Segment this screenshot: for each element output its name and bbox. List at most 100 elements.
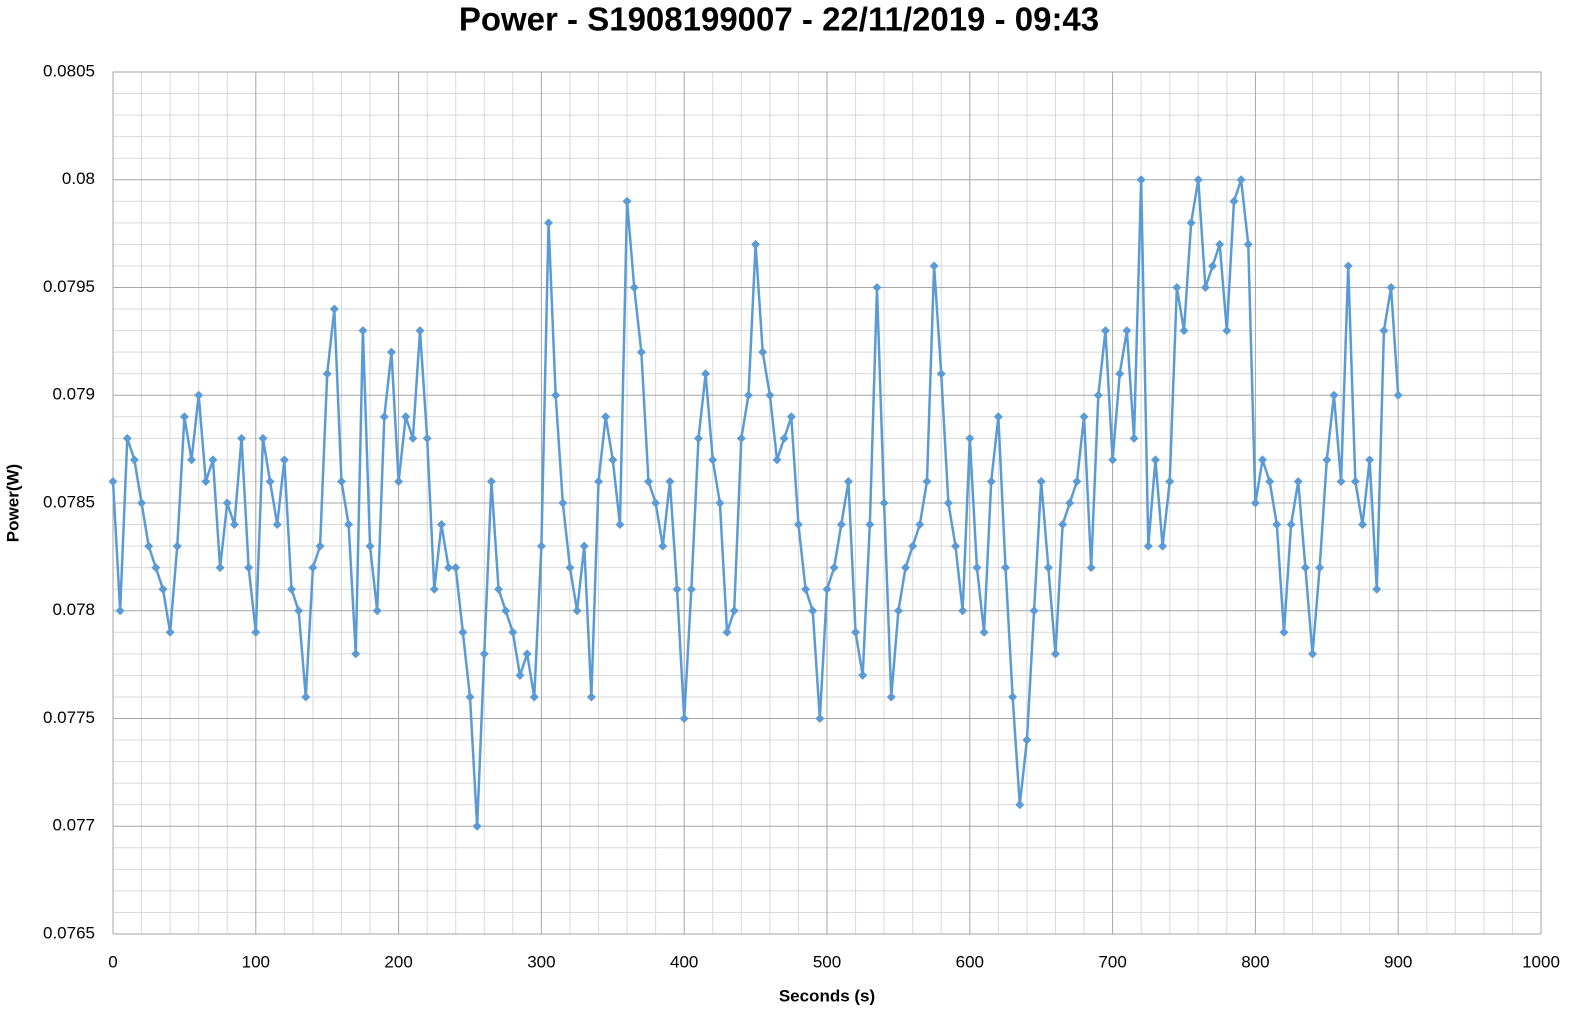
y-tick-label: 0.0785 xyxy=(43,492,95,511)
data-point xyxy=(351,649,361,659)
data-point xyxy=(736,433,746,443)
data-point xyxy=(779,433,789,443)
data-point xyxy=(979,627,989,637)
data-point xyxy=(429,584,439,594)
data-point xyxy=(1372,584,1382,594)
data-point xyxy=(693,433,703,443)
data-point xyxy=(1129,433,1139,443)
data-point xyxy=(401,412,411,422)
data-point xyxy=(1329,390,1339,400)
x-tick-label: 100 xyxy=(242,952,270,971)
data-point xyxy=(151,563,161,573)
x-tick-label: 0 xyxy=(108,952,117,971)
data-point xyxy=(772,455,782,465)
data-point xyxy=(508,627,518,637)
data-point xyxy=(843,476,853,486)
data-point xyxy=(558,498,568,508)
data-point xyxy=(1143,541,1153,551)
data-point xyxy=(1015,800,1025,810)
x-tick-label: 400 xyxy=(670,952,698,971)
data-point xyxy=(494,584,504,594)
x-tick-label: 500 xyxy=(813,952,841,971)
data-point xyxy=(836,520,846,530)
data-point xyxy=(287,584,296,594)
data-point xyxy=(1165,476,1175,486)
data-point xyxy=(1365,455,1375,465)
data-point xyxy=(1079,412,1089,422)
data-point xyxy=(1001,563,1010,573)
data-point xyxy=(851,627,861,637)
data-point xyxy=(929,261,939,271)
data-point xyxy=(258,433,268,443)
data-point xyxy=(943,498,953,508)
data-point xyxy=(1350,476,1360,486)
data-point xyxy=(751,239,761,249)
data-point xyxy=(1379,326,1389,336)
data-point xyxy=(194,390,204,400)
data-point xyxy=(686,584,696,594)
data-point xyxy=(786,412,796,422)
data-point xyxy=(394,476,404,486)
data-point xyxy=(565,563,575,573)
data-point xyxy=(1186,218,1196,228)
data-point xyxy=(829,563,839,573)
data-point xyxy=(865,520,875,530)
data-point xyxy=(1236,175,1246,185)
data-point xyxy=(572,606,582,616)
data-point xyxy=(336,476,346,486)
data-point xyxy=(122,433,132,443)
data-point xyxy=(201,476,211,486)
x-tick-label: 600 xyxy=(956,952,984,971)
data-point xyxy=(301,692,311,702)
data-point xyxy=(1322,455,1332,465)
y-tick-label: 0.0805 xyxy=(43,61,95,80)
data-point xyxy=(908,541,918,551)
data-point xyxy=(1093,390,1103,400)
data-point xyxy=(965,433,975,443)
data-point xyxy=(229,520,239,530)
data-point xyxy=(922,476,932,486)
data-point xyxy=(1193,175,1203,185)
data-point xyxy=(608,455,618,465)
data-point xyxy=(1200,283,1210,292)
data-point xyxy=(1343,261,1353,271)
chart-title: Power - S1908199007 - 22/11/2019 - 09:43 xyxy=(459,1,1099,38)
x-tick-label: 900 xyxy=(1384,952,1412,971)
data-point xyxy=(893,606,903,616)
data-point xyxy=(315,541,325,551)
y-tick-label: 0.0775 xyxy=(43,708,95,727)
data-point xyxy=(1265,476,1275,486)
data-point xyxy=(672,584,682,594)
data-point xyxy=(872,283,882,292)
data-point xyxy=(436,520,446,530)
data-point xyxy=(879,498,889,508)
data-point xyxy=(679,714,689,723)
data-point xyxy=(108,476,118,486)
data-point xyxy=(251,627,261,637)
data-point xyxy=(629,283,639,292)
data-point xyxy=(722,627,732,637)
data-point xyxy=(1258,455,1268,465)
data-point xyxy=(972,563,982,573)
data-point xyxy=(1029,606,1039,616)
data-point xyxy=(1108,455,1118,465)
data-point xyxy=(172,541,182,551)
data-point xyxy=(272,520,282,530)
data-point xyxy=(1208,261,1218,271)
data-point xyxy=(522,649,532,659)
data-point xyxy=(472,821,482,831)
data-point xyxy=(187,455,197,465)
data-point xyxy=(1336,476,1346,486)
data-point xyxy=(1136,175,1146,185)
data-point xyxy=(458,627,468,637)
data-point xyxy=(551,390,561,400)
data-point xyxy=(958,606,968,616)
data-point xyxy=(372,606,382,616)
data-point xyxy=(479,649,489,659)
data-point xyxy=(529,692,539,702)
data-point xyxy=(244,563,254,573)
y-axis-title: Power(W) xyxy=(3,464,22,542)
data-point xyxy=(1286,520,1296,530)
data-point xyxy=(237,433,247,443)
